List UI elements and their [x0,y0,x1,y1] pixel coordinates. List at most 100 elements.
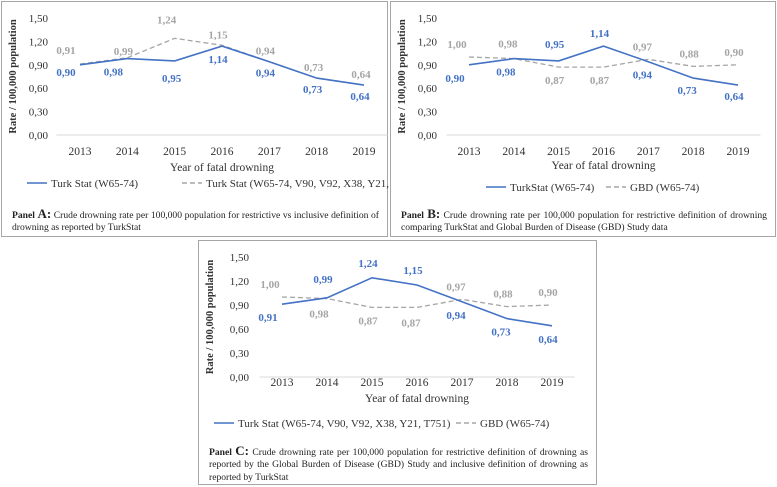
legend-label: GBD (W65-74) [630,182,700,194]
data-label: 0,94 [633,70,653,82]
y-tick-label: 0,00 [230,372,250,384]
x-axis-title: Year of fatal drowning [170,162,274,174]
y-tick-label: 1,50 [418,13,438,25]
y-tick-label: 0,30 [29,107,49,119]
data-label: 0,99 [313,274,333,286]
y-tick-label: 1,20 [29,36,49,48]
y-tick-label: 1,50 [230,252,250,264]
x-axis-title: Year of fatal drowning [552,160,656,172]
caption-label: Panel [12,210,38,221]
data-label: 0,95 [162,73,182,85]
y-tick-label: 0,60 [418,83,438,95]
data-label: 0,91 [56,45,75,57]
data-label: 0,73 [304,62,324,74]
data-label: 1,24 [157,14,177,26]
x-tick-label: 2018 [682,146,705,158]
caption-c: Panel C: Crude drowning rate per 100,000… [209,443,588,484]
data-label: 0,64 [538,334,558,346]
data-label: 0,64 [724,91,744,103]
data-label: 0,64 [350,91,370,103]
y-tick-label: 0,30 [230,348,250,360]
caption-b: Panel B: Crude drowning rate per 100,000… [401,206,767,235]
caption-text: Crude drowning rate per 100,000 populati… [401,210,767,234]
data-label: 0,88 [680,48,700,60]
y-tick-label: 0,00 [29,130,49,142]
data-label: 0,94 [256,46,276,58]
panel-c: 0,00 0,30 0,60 0,90 1,20 1,50 2013 2014 2015 2016… [198,240,597,485]
data-label: 0,87 [545,75,565,87]
x-tick-label: 2017 [637,146,660,158]
y-tick-label: 0,30 [418,107,438,119]
x-tick-label: 2013 [69,146,92,158]
x-tick-label: 2015 [163,146,186,158]
legend-label: GBD (W65-74) [480,418,550,430]
x-tick-label: 2014 [316,377,339,389]
data-label: 0,94 [256,68,276,80]
y-tick-label: 0,90 [418,60,438,72]
y-tick-label: 1,50 [29,13,49,25]
data-label: 1,14 [590,28,610,40]
data-label: 0,90 [56,67,76,79]
panel-b: 0,00 0,30 0,60 0,90 1,20 1,50 2013 2014 2015 2016… [390,1,776,237]
caption-text: Crude drowning rate per 100,000 populati… [12,210,379,234]
data-label: 0,64 [351,69,371,81]
x-tick-label: 2019 [727,146,750,158]
x-tick-label: 2017 [451,377,474,389]
data-label: 0,97 [633,41,653,53]
chart-a: 0,00 0,30 0,60 0,90 1,20 1,50 2013 2014 2015 2016… [8,13,419,190]
y-tick-label: 0,90 [230,300,250,312]
x-tick-label: 2015 [547,146,570,158]
series-line-1 [281,276,553,327]
series-line-2 [281,296,553,309]
data-label: 0,94 [446,310,466,322]
y-tick-label: 0,00 [418,130,438,142]
data-label: 0,90 [538,287,558,299]
y-axis-title: Rate / 100,000 population [8,19,19,134]
legend-label: TurkStat (W65-74) [510,182,595,194]
data-label: 0,98 [309,309,329,321]
x-tick-label: 2015 [361,377,384,389]
y-tick-label: 1,20 [230,276,250,288]
y-axis-title: Rate / 100,000 population [205,260,216,375]
x-tick-label: 2016 [211,146,234,158]
x-tick-label: 2016 [406,377,429,389]
x-tick-label: 2014 [116,146,139,158]
x-tick-label: 2019 [353,146,376,158]
y-tick-label: 0,60 [230,324,250,336]
data-label: 0,90 [445,73,465,85]
caption-label: Panel [401,210,428,221]
panel-a: 0,00 0,30 0,60 0,90 1,20 1,50 2013 2014 2015 2016… [1,1,419,237]
data-label: 0,99 [114,46,134,58]
caption-text: Crude drowning rate per 100,000 populati… [209,447,588,483]
data-label: 0,98 [104,67,124,79]
x-tick-label: 2013 [271,377,294,389]
data-label: 1,14 [208,54,228,66]
data-label: 0,91 [258,312,277,324]
data-label: 0,87 [358,315,378,327]
y-axis-title: Rate / 100,000 population [397,19,408,134]
x-axis-title: Year of fatal drowning [365,393,469,405]
x-tick-label: 2013 [458,146,481,158]
series-line-1 [468,45,739,86]
legend-label: Turk Stat (W65-74, V90, V92, X38, Y21, T… [238,418,451,430]
y-tick-label: 0,60 [29,83,49,95]
data-label: 0,97 [446,281,466,293]
x-tick-label: 2016 [592,146,615,158]
caption-letter: A: [37,206,52,221]
x-tick-label: 2018 [496,377,519,389]
data-label: 1,00 [447,39,467,51]
data-label: 0,87 [590,75,610,87]
data-label: 0,98 [496,67,516,79]
x-tick-label: 2019 [541,377,564,389]
data-label: 0,95 [545,39,565,51]
data-label: 0,90 [724,47,744,59]
data-label: 0,73 [678,85,698,97]
caption-letter: B: [427,206,441,221]
data-label: 0,73 [491,327,511,339]
data-label: 0,88 [493,289,513,301]
y-tick-label: 1,20 [418,36,438,48]
data-label: 1,15 [208,29,228,41]
data-label: 0,87 [401,317,421,329]
caption-letter: C: [235,443,249,458]
y-tick-label: 0,90 [29,60,49,72]
